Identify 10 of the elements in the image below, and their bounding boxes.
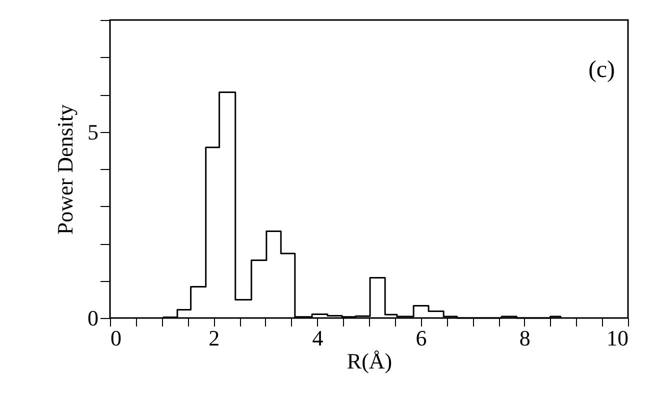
x-tick-label: 4 [312,326,324,350]
x-tick-label: 10 [606,326,628,350]
x-tick-label: 6 [416,326,427,350]
y-tick-label: 5 [88,119,98,144]
y-axis-title: Power Density [52,104,78,235]
x-axis-title: R(Å) [346,348,392,374]
x-tick-label: 2 [208,326,220,350]
x-tick-label: 8 [519,326,530,350]
annotation: (c) [588,57,615,83]
x-tick-label: 0 [110,326,122,350]
